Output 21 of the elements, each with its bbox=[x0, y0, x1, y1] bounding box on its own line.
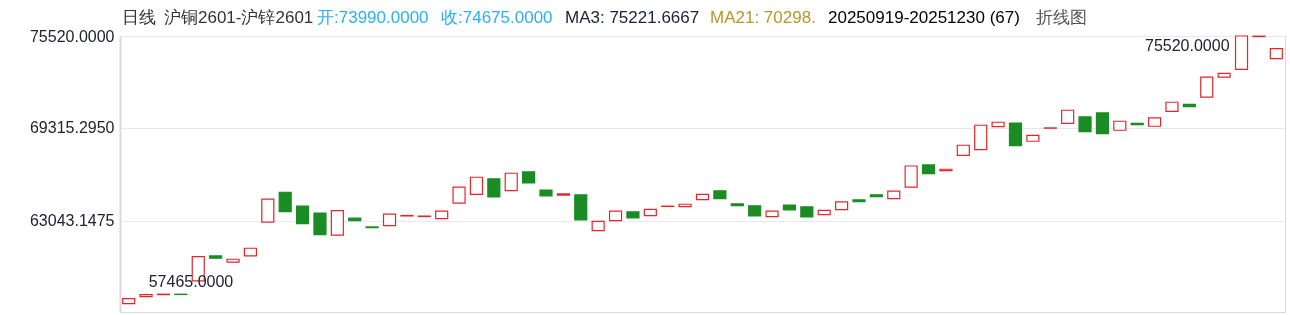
text: 开:73990.0000 bbox=[317, 8, 429, 27]
annotation: 75520.0000 bbox=[1145, 37, 1230, 54]
candlestick bbox=[1095, 112, 1110, 135]
candlestick bbox=[278, 191, 292, 213]
candlestick bbox=[1200, 76, 1214, 98]
text: 20250919-20251230 (67) bbox=[828, 8, 1020, 27]
y-tick-label: 69315.2950 bbox=[29, 119, 115, 137]
candlestick bbox=[487, 178, 501, 198]
chart-subtitle: 日线 bbox=[122, 8, 156, 27]
candlestick bbox=[1008, 122, 1023, 147]
text: 收:74675.0000 bbox=[441, 8, 553, 27]
y-tick-label: 75520.0000 bbox=[29, 27, 115, 45]
text: MA21: 70298. bbox=[710, 8, 816, 27]
text: 折线图 bbox=[1036, 8, 1087, 27]
y-tick-label: 63043.1475 bbox=[29, 212, 115, 230]
candlestick bbox=[261, 198, 275, 223]
candlestick bbox=[904, 165, 918, 188]
candlestick bbox=[313, 212, 327, 236]
text: MA3: 75221.6667 bbox=[565, 8, 700, 27]
chart-title: 沪铜2601-沪锌2601 bbox=[164, 8, 314, 27]
annotation: 57465.0000 bbox=[148, 272, 234, 290]
